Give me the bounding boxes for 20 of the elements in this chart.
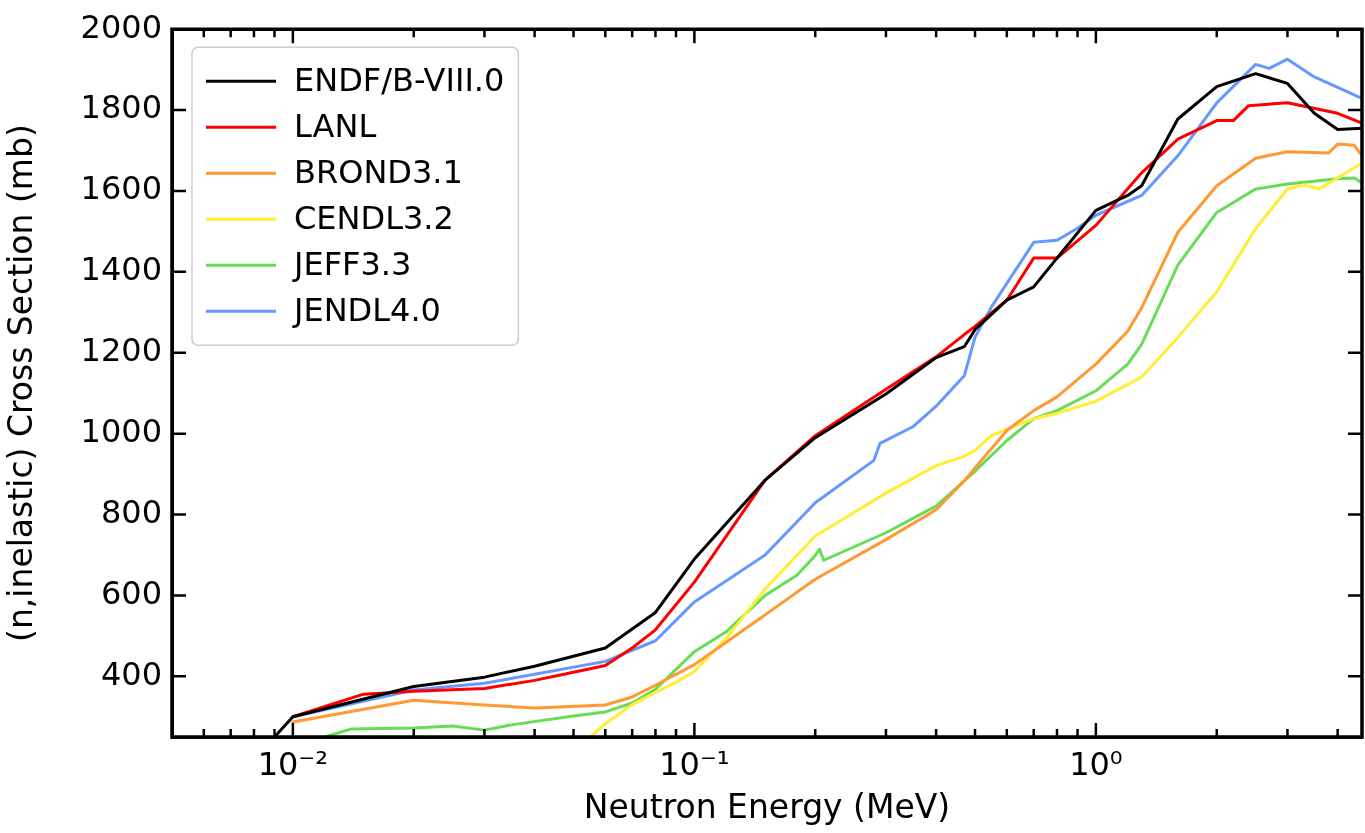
legend-label: JEFF3.3 [292,244,412,283]
x-axis-title: Neutron Energy (MeV) [583,786,951,826]
y-tick-label: 400 [100,654,162,693]
y-tick-label: 1600 [80,169,162,208]
legend-label: BROND3.1 [294,152,463,191]
x-tick-label: 10⁻² [257,744,329,783]
y-tick-label: 1200 [80,331,162,370]
x-tick-label: 10⁻¹ [659,744,730,783]
y-tick-label: 1400 [80,250,162,289]
y-tick-label: 1000 [80,411,162,450]
y-axis-title: (n,inelastic) Cross Section (mb) [1,124,41,642]
legend-label: LANL [294,106,377,145]
y-tick-label: 2000 [80,7,162,46]
y-tick-label: 600 [100,573,162,612]
legend-label: JENDL4.0 [292,290,441,329]
x-tick-label: 10⁰ [1069,744,1123,783]
y-tick-label: 1800 [80,88,162,127]
y-tick-label: 800 [100,492,162,531]
legend-label: CENDL3.2 [294,198,454,237]
legend-label: ENDF/B-VIII.0 [294,60,505,99]
